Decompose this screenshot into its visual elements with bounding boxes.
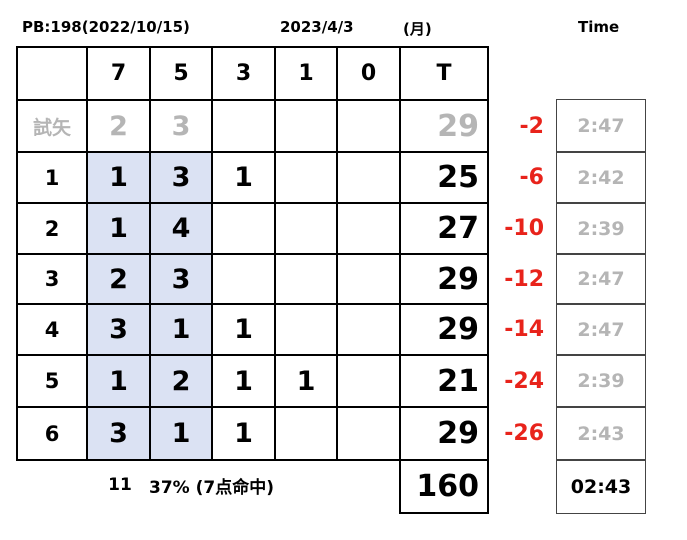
count-cell bbox=[336, 303, 401, 356]
count-cell: 1 bbox=[274, 354, 338, 408]
count-cell bbox=[336, 151, 401, 204]
row-total: 29 bbox=[399, 253, 489, 305]
count-cell: 1 bbox=[211, 303, 276, 356]
count-cell bbox=[274, 406, 338, 461]
end-time: 2:47 bbox=[556, 303, 646, 356]
column-header: T bbox=[399, 46, 489, 101]
column-header: 7 bbox=[86, 46, 151, 101]
row-label: 3 bbox=[16, 253, 88, 305]
count-cell: 3 bbox=[86, 303, 151, 356]
grand-total: 160 bbox=[399, 459, 489, 514]
difference: -12 bbox=[504, 266, 544, 292]
difference: -2 bbox=[519, 113, 544, 139]
column-header: 3 bbox=[211, 46, 276, 101]
count-cell bbox=[211, 253, 276, 305]
count-cell bbox=[336, 202, 401, 255]
count-cell: 1 bbox=[86, 354, 151, 408]
column-header: 1 bbox=[274, 46, 338, 101]
end-time: 2:39 bbox=[556, 354, 646, 408]
difference: -24 bbox=[504, 368, 544, 394]
weekday: (月) bbox=[403, 20, 432, 38]
column-header: 5 bbox=[149, 46, 213, 101]
count-cell bbox=[274, 253, 338, 305]
count-cell: 3 bbox=[149, 253, 213, 305]
date: 2023/4/3 bbox=[280, 18, 354, 36]
count-cell bbox=[274, 99, 338, 153]
count-cell bbox=[336, 354, 401, 408]
count-cell bbox=[274, 303, 338, 356]
row-total: 29 bbox=[399, 406, 489, 461]
row-label: 1 bbox=[16, 151, 88, 204]
count-cell bbox=[274, 151, 338, 204]
count-cell: 4 bbox=[149, 202, 213, 255]
end-time: 2:39 bbox=[556, 202, 646, 255]
count-cell: 3 bbox=[149, 151, 213, 204]
count-cell: 1 bbox=[211, 151, 276, 204]
column-header: 0 bbox=[336, 46, 401, 101]
row-total: 29 bbox=[399, 99, 489, 153]
row-label: 試矢 bbox=[16, 99, 88, 153]
column-header bbox=[16, 46, 88, 101]
count-cell bbox=[211, 202, 276, 255]
count-cell bbox=[274, 202, 338, 255]
hits: 11 bbox=[108, 475, 132, 495]
difference: -6 bbox=[519, 165, 544, 190]
row-label: 4 bbox=[16, 303, 88, 356]
difference: -10 bbox=[504, 216, 544, 241]
end-time: 2:47 bbox=[556, 253, 646, 305]
count-cell: 1 bbox=[86, 151, 151, 204]
count-cell: 1 bbox=[211, 354, 276, 408]
count-cell: 1 bbox=[149, 303, 213, 356]
count-cell: 1 bbox=[149, 406, 213, 461]
count-cell bbox=[336, 253, 401, 305]
row-total: 21 bbox=[399, 354, 489, 408]
end-time: 2:43 bbox=[556, 406, 646, 461]
count-cell bbox=[211, 99, 276, 153]
difference: -14 bbox=[504, 317, 544, 342]
count-cell: 3 bbox=[86, 406, 151, 461]
row-label: 2 bbox=[16, 202, 88, 255]
time-label: Time bbox=[578, 18, 620, 36]
count-cell: 1 bbox=[211, 406, 276, 461]
hit-rate: 37% (7点命中) bbox=[149, 477, 274, 498]
end-time: 2:47 bbox=[556, 99, 646, 153]
average-time: 02:43 bbox=[556, 459, 646, 514]
count-cell: 2 bbox=[86, 99, 151, 153]
count-cell bbox=[336, 406, 401, 461]
count-cell bbox=[336, 99, 401, 153]
personal-best: PB:198(2022/10/15) bbox=[22, 18, 190, 36]
count-cell: 2 bbox=[149, 354, 213, 408]
difference: -26 bbox=[504, 421, 544, 446]
count-cell: 1 bbox=[86, 202, 151, 255]
count-cell: 2 bbox=[86, 253, 151, 305]
end-time: 2:42 bbox=[556, 151, 646, 204]
row-label: 6 bbox=[16, 406, 88, 461]
row-total: 25 bbox=[399, 151, 489, 204]
row-total: 29 bbox=[399, 303, 489, 356]
count-cell: 3 bbox=[149, 99, 213, 153]
row-total: 27 bbox=[399, 202, 489, 255]
row-label: 5 bbox=[16, 354, 88, 408]
